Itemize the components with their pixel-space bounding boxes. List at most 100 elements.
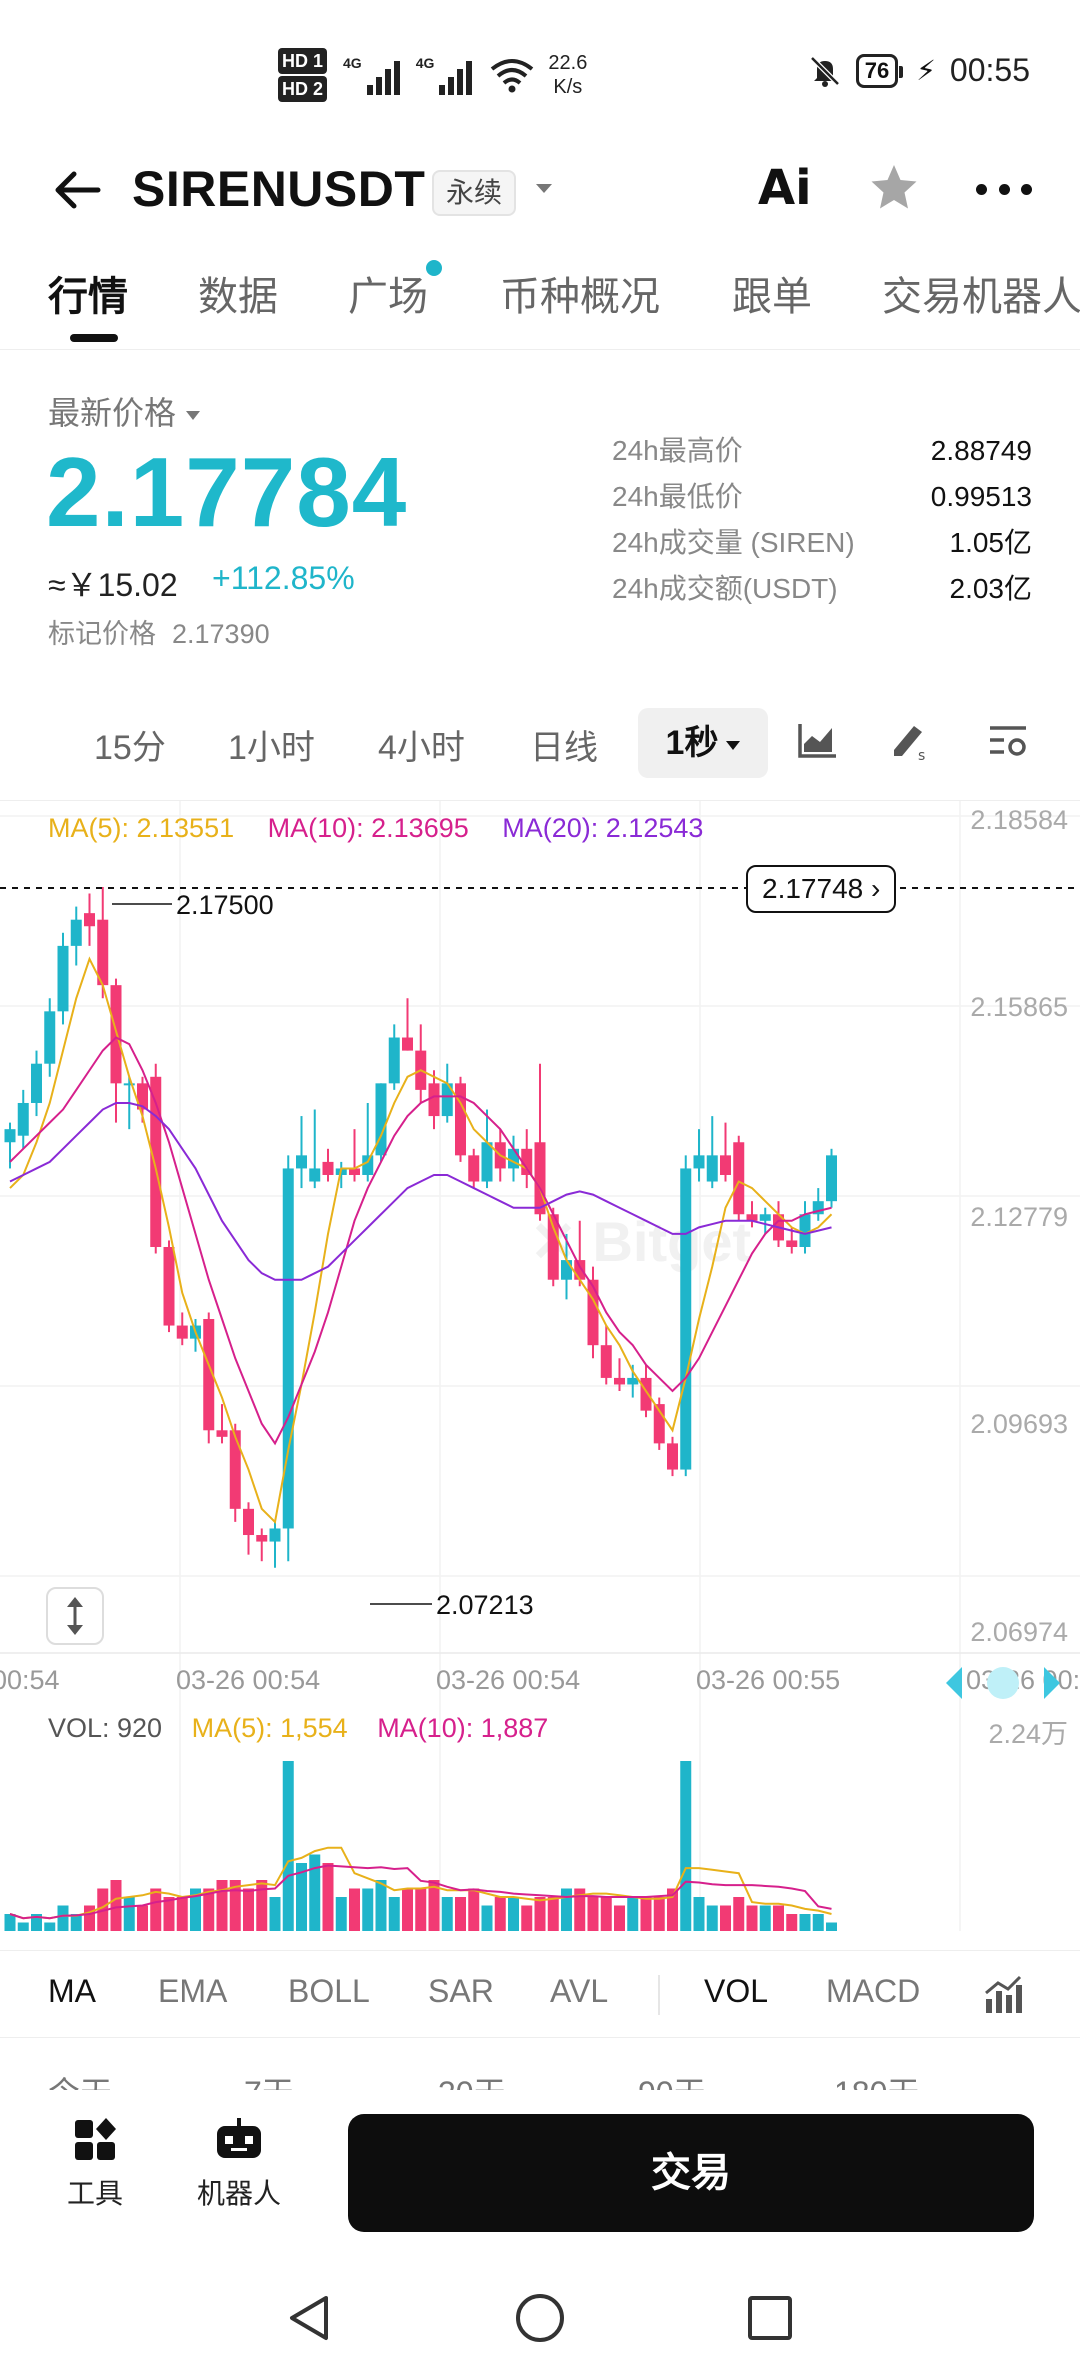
interval-4h[interactable]: 4小时 (378, 729, 465, 767)
favorite-star-icon[interactable] (866, 160, 922, 216)
cny-value: ≈￥15.02 (48, 567, 178, 603)
volume-bar (481, 1905, 493, 1931)
robot-button[interactable]: 机器人 (184, 2116, 294, 2212)
candle-body (137, 1083, 148, 1110)
tab-coin-overview[interactable]: 币种概况 (500, 275, 660, 319)
volume-bar (322, 1863, 334, 1931)
volume-bar (203, 1888, 215, 1931)
latest-price-label: 最新价格 (48, 395, 177, 431)
interval-1d[interactable]: 日线 (530, 729, 598, 767)
nav-back-icon[interactable] (282, 2290, 338, 2346)
range-90d[interactable]: 90天 (638, 2068, 706, 2090)
candle-body (441, 1083, 453, 1117)
mark-price-label: 标记价格 (48, 619, 156, 649)
candle-body (243, 1508, 254, 1536)
x-tick-label: 03-26 00:54 (176, 1665, 320, 1695)
volume-bar (362, 1888, 374, 1931)
stat-label: 24h成交额(USDT) (612, 573, 838, 604)
back-arrow-icon[interactable] (50, 162, 106, 218)
net2-label: 4G (415, 55, 435, 71)
range-30d[interactable]: 30天 (438, 2068, 506, 2090)
volume-bar (587, 1897, 599, 1931)
candle-body (799, 1214, 811, 1247)
candle-body (614, 1377, 625, 1385)
time-ranges: 今天 7天 30天 90天 180天 (0, 2060, 1080, 2090)
range-7d[interactable]: 7天 (244, 2068, 294, 2090)
indicator-boll[interactable]: BOLL (288, 1973, 370, 2009)
chart-settings-icon[interactable] (986, 718, 1030, 762)
tab-square[interactable]: 广场 (348, 275, 428, 319)
main-tabs: 行情 数据 广场 币种概况 跟单 交易机器人 (0, 250, 1080, 350)
volume-bar (799, 1914, 811, 1931)
stat-row: 24h成交量 (SIREN) 1.05亿 (612, 520, 1032, 566)
indicator-sar[interactable]: SAR (428, 1973, 494, 2009)
nav-home-icon[interactable] (512, 2290, 568, 2346)
volume-ma5-line (9, 1846, 832, 1920)
candle-body (309, 1168, 321, 1182)
volume-bar (720, 1905, 731, 1931)
indicator-settings-icon[interactable] (980, 1973, 1024, 2017)
candle-body (17, 1102, 29, 1136)
kline-chart[interactable]: ✕ Bitget 2.18584 2.15865 2.12779 2.09693 2.0… (0, 800, 1080, 1950)
candle-body (84, 913, 95, 927)
volume-bar (296, 1863, 307, 1931)
volume-bar (653, 1897, 665, 1931)
more-menu-icon[interactable] (976, 184, 1032, 196)
range-today[interactable]: 今天 (48, 2068, 112, 2090)
clock: 00:55 (949, 52, 1030, 88)
symbol-title[interactable]: SIRENUSDT (132, 161, 426, 217)
battery-icon: 76 (855, 53, 904, 88)
caret-down-icon (726, 740, 741, 750)
stat-value: 1.05亿 (949, 527, 1033, 558)
y-tick-label: 2.15865 (970, 992, 1068, 1022)
scroll-latest-icon[interactable] (946, 1667, 1060, 1699)
volume-bar (335, 1897, 347, 1931)
candle-body (786, 1240, 798, 1247)
hd1-badge: HD 1 (278, 48, 328, 74)
volume-bar (812, 1914, 824, 1931)
candle-body (388, 1037, 400, 1084)
tab-trading-bot[interactable]: 交易机器人 (882, 275, 1080, 319)
drawing-tool-icon[interactable]: s (888, 718, 932, 762)
interval-15m[interactable]: 15分 (94, 729, 166, 767)
ai-button[interactable]: Ai (758, 160, 812, 216)
trade-button[interactable]: 交易 (348, 2114, 1034, 2232)
indicator-vol[interactable]: VOL (704, 1973, 769, 2009)
mark-price: 标记价格 2.17390 (48, 612, 270, 651)
tools-button[interactable]: 工具 (40, 2116, 150, 2212)
ma20-label: MA(20): 2.12543 (502, 813, 704, 843)
nav-recents-icon[interactable] (742, 2290, 798, 2346)
indicator-macd[interactable]: MACD (826, 1973, 921, 2009)
candle-body (561, 1260, 572, 1280)
latest-price-dropdown[interactable]: 最新价格 (48, 388, 201, 434)
indicator-ma[interactable]: MA (48, 1973, 96, 2009)
candle-body (282, 1168, 294, 1529)
tab-market[interactable]: 行情 (48, 275, 128, 319)
low-marker-label: 2.07213 (436, 1590, 534, 1620)
candle-body (627, 1377, 639, 1385)
indicator-ema[interactable]: EMA (158, 1973, 228, 2009)
volume-bar (4, 1914, 16, 1931)
volume-bar (44, 1922, 56, 1931)
indicator-avl[interactable]: AVL (550, 1973, 609, 2009)
candle-body (176, 1325, 188, 1339)
interval-1h[interactable]: 1小时 (228, 729, 315, 767)
volume-bar (468, 1888, 480, 1931)
current-price-tag[interactable]: 2.17748 › (746, 865, 897, 913)
volume-bar (176, 1897, 188, 1931)
tab-data[interactable]: 数据 (198, 275, 278, 319)
candle-body (521, 1148, 533, 1175)
range-180d[interactable]: 180天 (834, 2068, 919, 2090)
resize-handle[interactable] (46, 1587, 104, 1645)
y-tick-label: 2.18584 (970, 805, 1068, 835)
volume-bar (17, 1922, 29, 1931)
candle-body (269, 1528, 281, 1542)
interval-1s[interactable]: 1秒 (638, 708, 768, 778)
volume-bar (123, 1897, 135, 1931)
chevron-down-icon[interactable] (532, 176, 556, 200)
chart-type-icon[interactable] (796, 718, 840, 762)
vol-ma10-label: MA(10): 1,887 (377, 1713, 549, 1743)
volume-bar (680, 1761, 692, 1931)
candle-body (123, 1083, 135, 1086)
tab-copy-trade[interactable]: 跟单 (732, 275, 812, 319)
